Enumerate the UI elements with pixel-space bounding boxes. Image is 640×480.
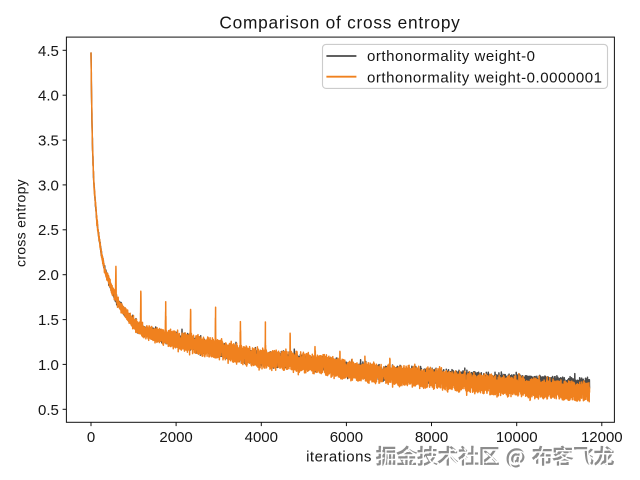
svg-text:8000: 8000 (415, 429, 448, 446)
svg-text:orthonormality weight-0.000000: orthonormality weight-0.0000001 (367, 69, 603, 86)
svg-text:4000: 4000 (245, 429, 278, 446)
svg-text:Comparison of cross entropy: Comparison of cross entropy (219, 13, 460, 33)
svg-text:iterations: iterations (306, 448, 372, 465)
svg-text:2.5: 2.5 (38, 222, 59, 239)
svg-text:0.5: 0.5 (38, 402, 59, 419)
svg-text:3.5: 3.5 (38, 133, 59, 150)
svg-text:12000: 12000 (581, 429, 623, 446)
svg-text:1.5: 1.5 (38, 312, 59, 329)
svg-text:1.0: 1.0 (38, 357, 59, 374)
svg-text:orthonormality weight-0: orthonormality weight-0 (367, 48, 536, 65)
svg-text:2.0: 2.0 (38, 267, 59, 284)
svg-text:3.0: 3.0 (38, 177, 59, 194)
svg-text:10000: 10000 (496, 429, 538, 446)
svg-text:0: 0 (87, 429, 95, 446)
svg-text:2000: 2000 (159, 429, 192, 446)
svg-text:6000: 6000 (330, 429, 363, 446)
svg-text:4.5: 4.5 (38, 43, 59, 60)
svg-text:4.0: 4.0 (38, 88, 59, 105)
svg-text:cross entropy: cross entropy (13, 179, 29, 267)
